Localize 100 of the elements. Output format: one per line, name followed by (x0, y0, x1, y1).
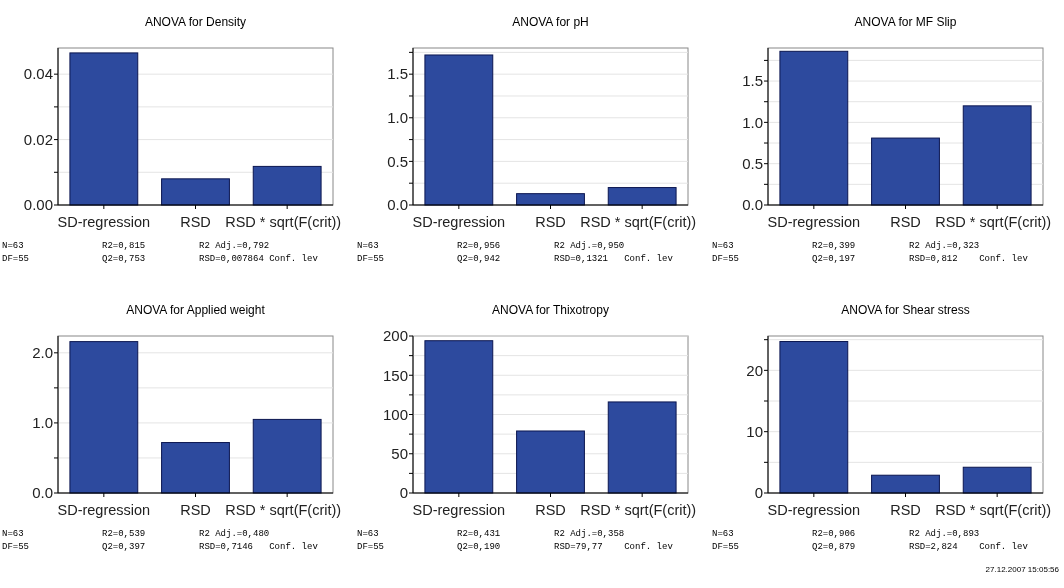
text: DF=55 (2, 254, 30, 264)
y-tick-label: 1.0 (387, 109, 408, 127)
y-tick-label: 0.5 (742, 154, 763, 172)
text: 27.12.2007 15:05:56 (985, 565, 1060, 574)
bar (424, 54, 494, 206)
bar (871, 474, 940, 494)
bar (516, 193, 585, 206)
y-tick-label: 1.0 (32, 414, 53, 432)
x-tick-label: RSD (180, 214, 211, 230)
y-tick-label: 0.0 (32, 484, 53, 502)
y-tick-label: 2.0 (32, 344, 53, 362)
text: RSD=0,007864 Conf. lev (199, 254, 319, 264)
x-tick-label: RSD * sqrt(F(crit)) (935, 502, 1052, 518)
x-tick-label: SD-regression (412, 214, 506, 230)
bar (962, 105, 1032, 206)
bar (69, 341, 139, 494)
text: R2=0,539 (102, 529, 146, 539)
y-tick-label: 200 (382, 327, 408, 345)
chart-title: ANOVA for pH (512, 15, 589, 29)
y-tick-label: 0.0 (742, 196, 763, 214)
text: R2=0,906 (812, 529, 856, 539)
text: Q2=0,753 (102, 254, 146, 264)
chart-title: ANOVA for Density (144, 15, 247, 29)
y-tick-label: 20 (746, 361, 763, 379)
text: RSD=2,824 Conf. lev (909, 542, 1029, 552)
bar (252, 418, 322, 494)
text: Q2=0,879 (812, 542, 856, 552)
text: N=63 (357, 529, 379, 539)
chart-title: ANOVA for Applied weight (126, 303, 266, 317)
text: N=63 (712, 241, 734, 251)
y-tick-label: 0.00 (23, 196, 53, 214)
y-tick-label: 50 (391, 445, 408, 462)
text: R2 Adj.=0,480 (199, 529, 270, 539)
x-tick-label: SD-regression (412, 502, 506, 518)
text: N=63 (712, 529, 734, 539)
text: R2 Adj.=0,893 (909, 529, 980, 539)
x-tick-label: RSD (180, 502, 211, 518)
text: DF=55 (357, 542, 385, 552)
x-tick-label: SD-regression (767, 502, 861, 518)
x-tick-label: SD-regression (767, 214, 861, 230)
text: N=63 (2, 529, 24, 539)
text: N=63 (2, 241, 24, 251)
x-tick-label: RSD * sqrt(F(crit)) (580, 214, 697, 230)
chart-title: ANOVA for MF Slip (854, 15, 957, 29)
text: R2 Adj.=0,358 (554, 529, 625, 539)
x-tick-label: RSD * sqrt(F(crit)) (580, 502, 697, 518)
x-tick-label: RSD (535, 502, 566, 518)
bar (516, 430, 585, 494)
y-tick-label: 0.04 (23, 65, 53, 83)
chart-title: ANOVA for Thixotropy (492, 303, 609, 317)
text: R2 Adj.=0,323 (909, 241, 980, 251)
y-tick-label: 0.5 (387, 152, 408, 170)
text: Q2=0,197 (812, 254, 856, 264)
y-tick-label: 10 (746, 422, 763, 440)
text: RSD=0,812 Conf. lev (909, 254, 1029, 264)
text: RSD=79,77 Conf. lev (554, 542, 674, 552)
y-tick-label: 1.5 (387, 65, 408, 83)
y-tick-label: 100 (382, 405, 408, 423)
x-tick-label: RSD (890, 502, 921, 518)
bar (779, 341, 849, 494)
y-tick-label: 0 (399, 484, 408, 502)
x-tick-label: RSD * sqrt(F(crit)) (225, 502, 342, 518)
text: R2 Adj.=0,950 (554, 241, 625, 251)
text: DF=55 (357, 254, 385, 264)
text: Q2=0,942 (457, 254, 501, 264)
x-tick-label: RSD (890, 214, 921, 230)
bar (607, 401, 677, 494)
bar (607, 187, 677, 206)
y-tick-label: 0 (754, 484, 763, 502)
bar (252, 165, 322, 206)
text: Q2=0,397 (102, 542, 146, 552)
chart-title: ANOVA for Shear stress (841, 303, 970, 317)
text: R2=0,431 (457, 529, 501, 539)
text: DF=55 (712, 254, 740, 264)
text: Q2=0,190 (457, 542, 501, 552)
bar (161, 178, 230, 206)
y-tick-label: 1.5 (742, 72, 763, 90)
y-tick-label: 1.0 (742, 113, 763, 131)
text: DF=55 (712, 542, 740, 552)
bar (69, 52, 139, 206)
y-tick-label: 0.0 (387, 196, 408, 214)
y-tick-label: 0.02 (23, 130, 53, 148)
text: N=63 (357, 241, 379, 251)
y-tick-label: 150 (382, 366, 408, 384)
text: DF=55 (2, 542, 30, 552)
text: R2 Adj.=0,792 (199, 241, 270, 251)
x-tick-label: RSD (535, 214, 566, 230)
bar (424, 340, 494, 494)
bar (871, 137, 940, 206)
bar (779, 50, 849, 206)
text: R2=0,956 (457, 241, 501, 251)
text: R2=0,815 (102, 241, 146, 251)
x-tick-label: RSD * sqrt(F(crit)) (225, 214, 342, 230)
text: RSD=0,7146 Conf. lev (199, 542, 319, 552)
x-tick-label: SD-regression (57, 502, 151, 518)
bar (962, 466, 1032, 494)
text: R2=0,399 (812, 241, 856, 251)
x-tick-label: RSD * sqrt(F(crit)) (935, 214, 1052, 230)
x-tick-label: SD-regression (57, 214, 151, 230)
text: RSD=0,1321 Conf. lev (554, 254, 674, 264)
